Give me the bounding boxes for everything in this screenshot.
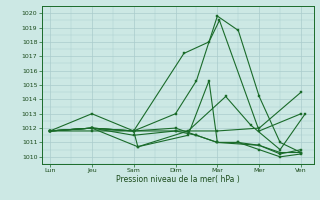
X-axis label: Pression niveau de la mer( hPa ): Pression niveau de la mer( hPa ) <box>116 175 239 184</box>
